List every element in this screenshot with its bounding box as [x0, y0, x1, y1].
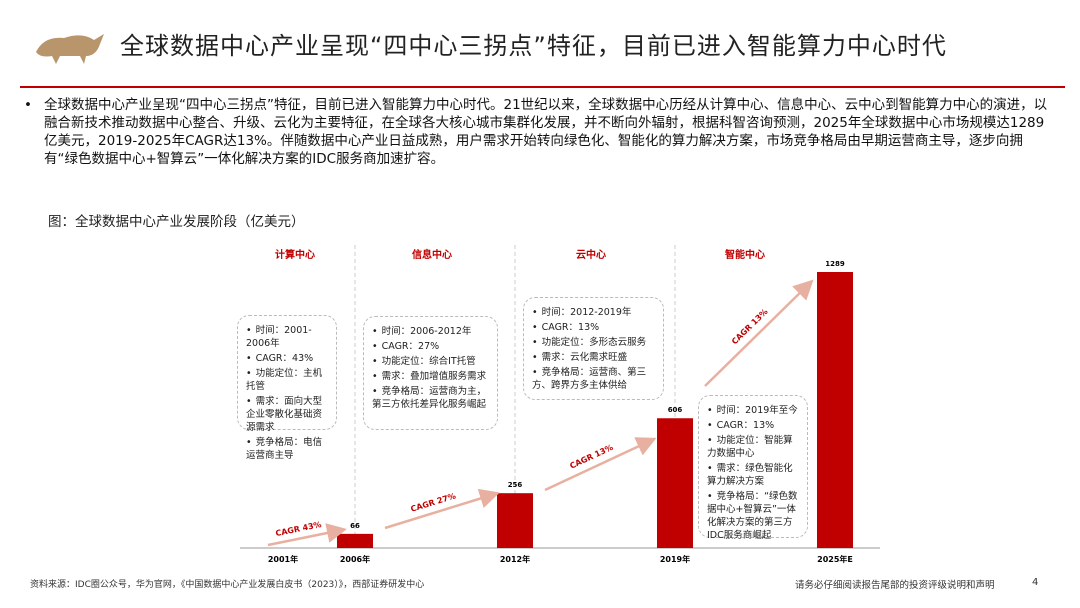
- box-item: CAGR：27%: [372, 340, 489, 353]
- page-number: 4: [1032, 577, 1039, 588]
- bullet: • 全球数据中心产业呈现“四中心三拐点”特征，目前已进入智能算力中心时代。21世纪…: [22, 96, 1052, 168]
- phase-box: 时间：2001-2006年 CAGR：43% 功能定位：主机托管需求：面向大型企业零…: [237, 315, 337, 461]
- box-item: 功能定位：综合IT托管: [372, 355, 489, 368]
- cagr-arrow: [544, 437, 657, 492]
- box-item: CAGR：13%: [532, 321, 655, 334]
- cagr-label: CAGR 13%: [568, 443, 614, 471]
- x-tick-label: 2012年: [500, 554, 530, 564]
- bar: [657, 418, 693, 548]
- phase-box: 时间：2006-2012年 CAGR：27% 功能定位：综合IT托管需求：叠加增值服…: [363, 316, 498, 430]
- x-tick-label: 2001年: [268, 554, 298, 564]
- title: 全球数据中心产业呈现“四中心三拐点”特征，目前已进入智能算力中心时代: [120, 32, 947, 60]
- box-item: 时间：2012-2019年: [532, 306, 655, 319]
- phase-label: 计算中心: [275, 248, 315, 261]
- divider: [20, 86, 1065, 88]
- box-item: 需求：叠加增值服务需求: [372, 370, 489, 383]
- box-item: 需求：云化需求旺盛: [532, 351, 655, 364]
- box-item: 功能定位：主机托管: [246, 367, 328, 393]
- phase-box: 时间：2019年至今 CAGR：13% 功能定位：智能算力数据中心需求：绿色智能化算…: [698, 395, 808, 541]
- box-item: 竞争格局：运营商、第三方、跨界方多主体供给: [532, 366, 655, 392]
- x-tick-label: 2019年: [660, 554, 690, 564]
- logo: [36, 34, 104, 64]
- box-item: 时间：2006-2012年: [372, 325, 489, 338]
- box-item: 竞争格局：“绿色数据中心+智算云”一体化解决方案的第三方IDC服务商崛起: [707, 490, 799, 542]
- box-item: 功能定位：多形态云服务: [532, 336, 655, 349]
- x-tick-label: 2006年: [340, 554, 370, 564]
- box-item: 需求：绿色智能化算力解决方案: [707, 462, 799, 488]
- cagr-arrow: [267, 523, 347, 547]
- bar: [817, 272, 853, 548]
- bar: [497, 493, 533, 548]
- box-item: 需求：面向大型企业零散化基础资源需求: [246, 395, 328, 434]
- value-label: 1289: [825, 260, 845, 268]
- box-item: 竞争格局：电信运营商主导: [246, 436, 328, 462]
- box-item: CAGR：13%: [707, 419, 799, 432]
- cagr-arrow: [704, 279, 814, 387]
- value-label: 66: [350, 522, 360, 530]
- figure-title: 图：全球数据中心产业发展阶段（亿美元）: [48, 214, 305, 230]
- box-item: 功能定位：智能算力数据中心: [707, 434, 799, 460]
- cagr-arrow: [384, 488, 500, 530]
- disclaimer: 请务必仔细阅读报告尾部的投资评级说明和声明: [795, 580, 995, 591]
- box-item: 时间：2019年至今: [707, 404, 799, 417]
- phase-label: 云中心: [576, 248, 606, 261]
- bullet-text: 全球数据中心产业呈现“四中心三拐点”特征，目前已进入智能算力中心时代。21世纪以…: [44, 97, 1048, 167]
- box-item: CAGR：43%: [246, 352, 328, 365]
- box-item: 竞争格局：运营商为主，第三方依托差异化服务崛起: [372, 385, 489, 411]
- x-tick-label: 2025年E: [817, 554, 853, 564]
- value-label: 606: [668, 406, 683, 414]
- phase-label: 智能中心: [725, 248, 765, 261]
- phase-label: 信息中心: [412, 248, 452, 261]
- value-label: 256: [508, 481, 523, 489]
- cagr-label: CAGR 27%: [410, 491, 457, 513]
- phase-box: 时间：2012-2019年 CAGR：13% 功能定位：多形态云服务需求：云化需求旺…: [523, 297, 664, 400]
- bar: [337, 533, 373, 548]
- source: 资料来源：IDC圈公众号，华为官网，《中国数据中心产业发展白皮书（2023）》，…: [30, 580, 425, 590]
- box-item: 时间：2001-2006年: [246, 324, 328, 350]
